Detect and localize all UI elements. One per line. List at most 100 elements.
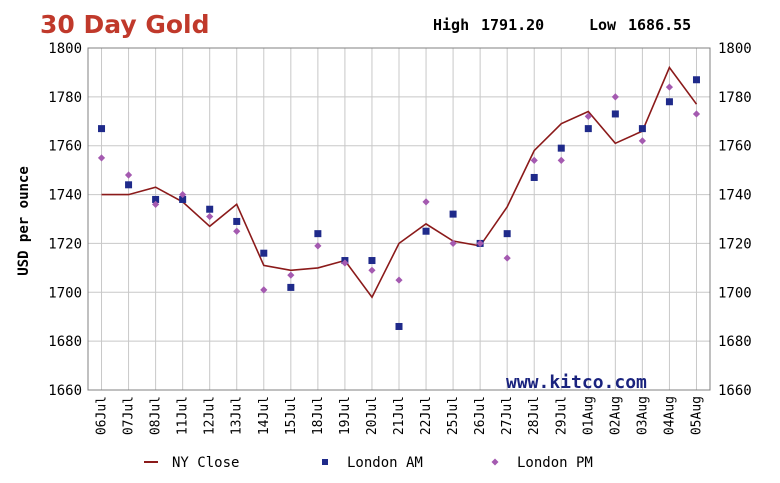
london-pm-point — [260, 286, 268, 294]
x-tick-label: 14Jul — [257, 396, 272, 435]
y-tick-right: 1680 — [718, 334, 752, 350]
london-am-point — [530, 173, 538, 181]
x-tick-label: 18Jul — [311, 396, 326, 435]
x-ticks: 06Jul 07Jul 08Jul 11Jul 12Jul 13Jul 14Jul 15Jul… — [95, 396, 705, 435]
y-tick-left: 1800 — [48, 41, 82, 57]
london-pm-point — [152, 200, 160, 208]
london-pm-point — [530, 156, 538, 164]
london-pm-point — [124, 171, 133, 179]
x-tick-label: 19Jul — [338, 396, 353, 435]
london-am-point — [314, 230, 322, 238]
london-am-point — [179, 195, 187, 203]
y-tick-left: 1780 — [48, 90, 82, 106]
x-tick-label: 28Jul — [527, 396, 542, 435]
y-tick-right: 1760 — [718, 139, 752, 155]
y-tick-right: 1700 — [718, 285, 752, 301]
london-am-point — [638, 125, 646, 133]
high-label: High — [433, 16, 469, 34]
y-tick-left: 1760 — [48, 139, 82, 155]
london-pm-point — [287, 271, 295, 279]
legend-label-ny-close: NY Close — [172, 455, 239, 471]
x-tick-label: 21Jul — [392, 396, 407, 435]
high-value: 1791.20 — [481, 16, 544, 34]
x-tick-label: 22Jul — [419, 396, 434, 435]
x-tick-label: 04Aug — [662, 396, 677, 435]
x-tick-label: 08Jul — [149, 396, 164, 435]
low-value: 1686.55 — [628, 16, 691, 34]
series — [97, 65, 701, 330]
x-tick-label: 25Jul — [446, 396, 461, 435]
london-pm-point — [665, 83, 674, 91]
y-tick-left: 1740 — [48, 188, 82, 204]
ny-close-line — [101, 65, 698, 299]
y-tick-left: 1680 — [48, 334, 82, 350]
london-pm-point — [503, 254, 511, 262]
low-label: Low — [589, 16, 617, 34]
x-tick-label: 11Jul — [176, 396, 191, 435]
london-am-point — [368, 257, 376, 265]
x-tick-label: 03Aug — [635, 396, 650, 435]
x-tick-label: 02Aug — [608, 396, 623, 435]
london-pm-point — [692, 110, 701, 118]
y-tick-left: 1720 — [48, 236, 82, 252]
london-am-point — [233, 217, 241, 225]
x-tick-label: 26Jul — [473, 396, 488, 435]
london-am-point — [260, 249, 268, 257]
legend-label-london-am: London AM — [347, 455, 423, 471]
x-tick-label: 29Jul — [554, 396, 569, 435]
x-tick-label: 01Aug — [581, 396, 596, 435]
plot-area — [87, 47, 711, 391]
y-tick-right: 1660 — [718, 383, 752, 399]
london-pm-point — [638, 137, 646, 145]
london-am-point — [449, 210, 457, 218]
x-tick-label: 20Jul — [365, 396, 380, 435]
x-tick-label: 07Jul — [122, 396, 137, 435]
london-am-point — [584, 125, 592, 133]
watermark: www.kitco.com — [506, 372, 647, 393]
london-am-point — [557, 144, 565, 152]
london-pm-point — [395, 276, 403, 284]
y-ticks: 1660 1660 1680 1680 1700 1700 1720 1720 1740 1740… — [48, 41, 751, 399]
x-tick-label: 13Jul — [230, 396, 245, 435]
london-am-point — [287, 283, 295, 291]
london-am-point — [98, 125, 106, 133]
london-pm-point — [179, 190, 187, 199]
london-pm-point — [584, 112, 592, 120]
y-tick-left: 1700 — [48, 285, 82, 301]
x-tick-label: 27Jul — [500, 396, 515, 435]
london-pm-point — [449, 239, 457, 248]
x-tick-label: 05Aug — [689, 396, 704, 435]
legend-swatch-london-am — [322, 459, 328, 465]
london-am-point — [395, 322, 403, 330]
legend-label-london-pm: London PM — [517, 455, 593, 471]
london-am-point — [206, 205, 214, 213]
london-pm-point — [314, 242, 322, 250]
y-tick-right: 1780 — [718, 90, 752, 106]
london-am-point — [665, 98, 673, 106]
london-pm-point — [422, 198, 430, 206]
series-london-pm — [97, 83, 701, 294]
y-tick-right: 1800 — [718, 41, 752, 57]
y-axis-label: USD per ounce — [16, 166, 32, 276]
london-am-point — [503, 230, 511, 238]
grid — [88, 47, 710, 391]
legend-swatch-london-pm — [491, 458, 499, 466]
london-am-point — [611, 110, 619, 118]
chart-title: 30 Day Gold — [40, 10, 210, 39]
london-pm-point — [557, 156, 565, 164]
london-pm-point — [476, 239, 484, 248]
london-am-point — [692, 76, 700, 84]
london-pm-point — [611, 93, 619, 101]
london-pm-point — [368, 266, 376, 274]
london-pm-point — [97, 154, 106, 162]
x-tick-label: 06Jul — [95, 396, 110, 435]
london-am-point — [125, 181, 133, 189]
x-tick-label: 12Jul — [203, 396, 218, 435]
x-tick-label: 15Jul — [284, 396, 299, 435]
legend: NY Close London AM London PM — [144, 455, 593, 471]
y-tick-right: 1720 — [718, 236, 752, 252]
london-pm-point — [233, 227, 241, 235]
series-ny-close — [101, 65, 698, 299]
